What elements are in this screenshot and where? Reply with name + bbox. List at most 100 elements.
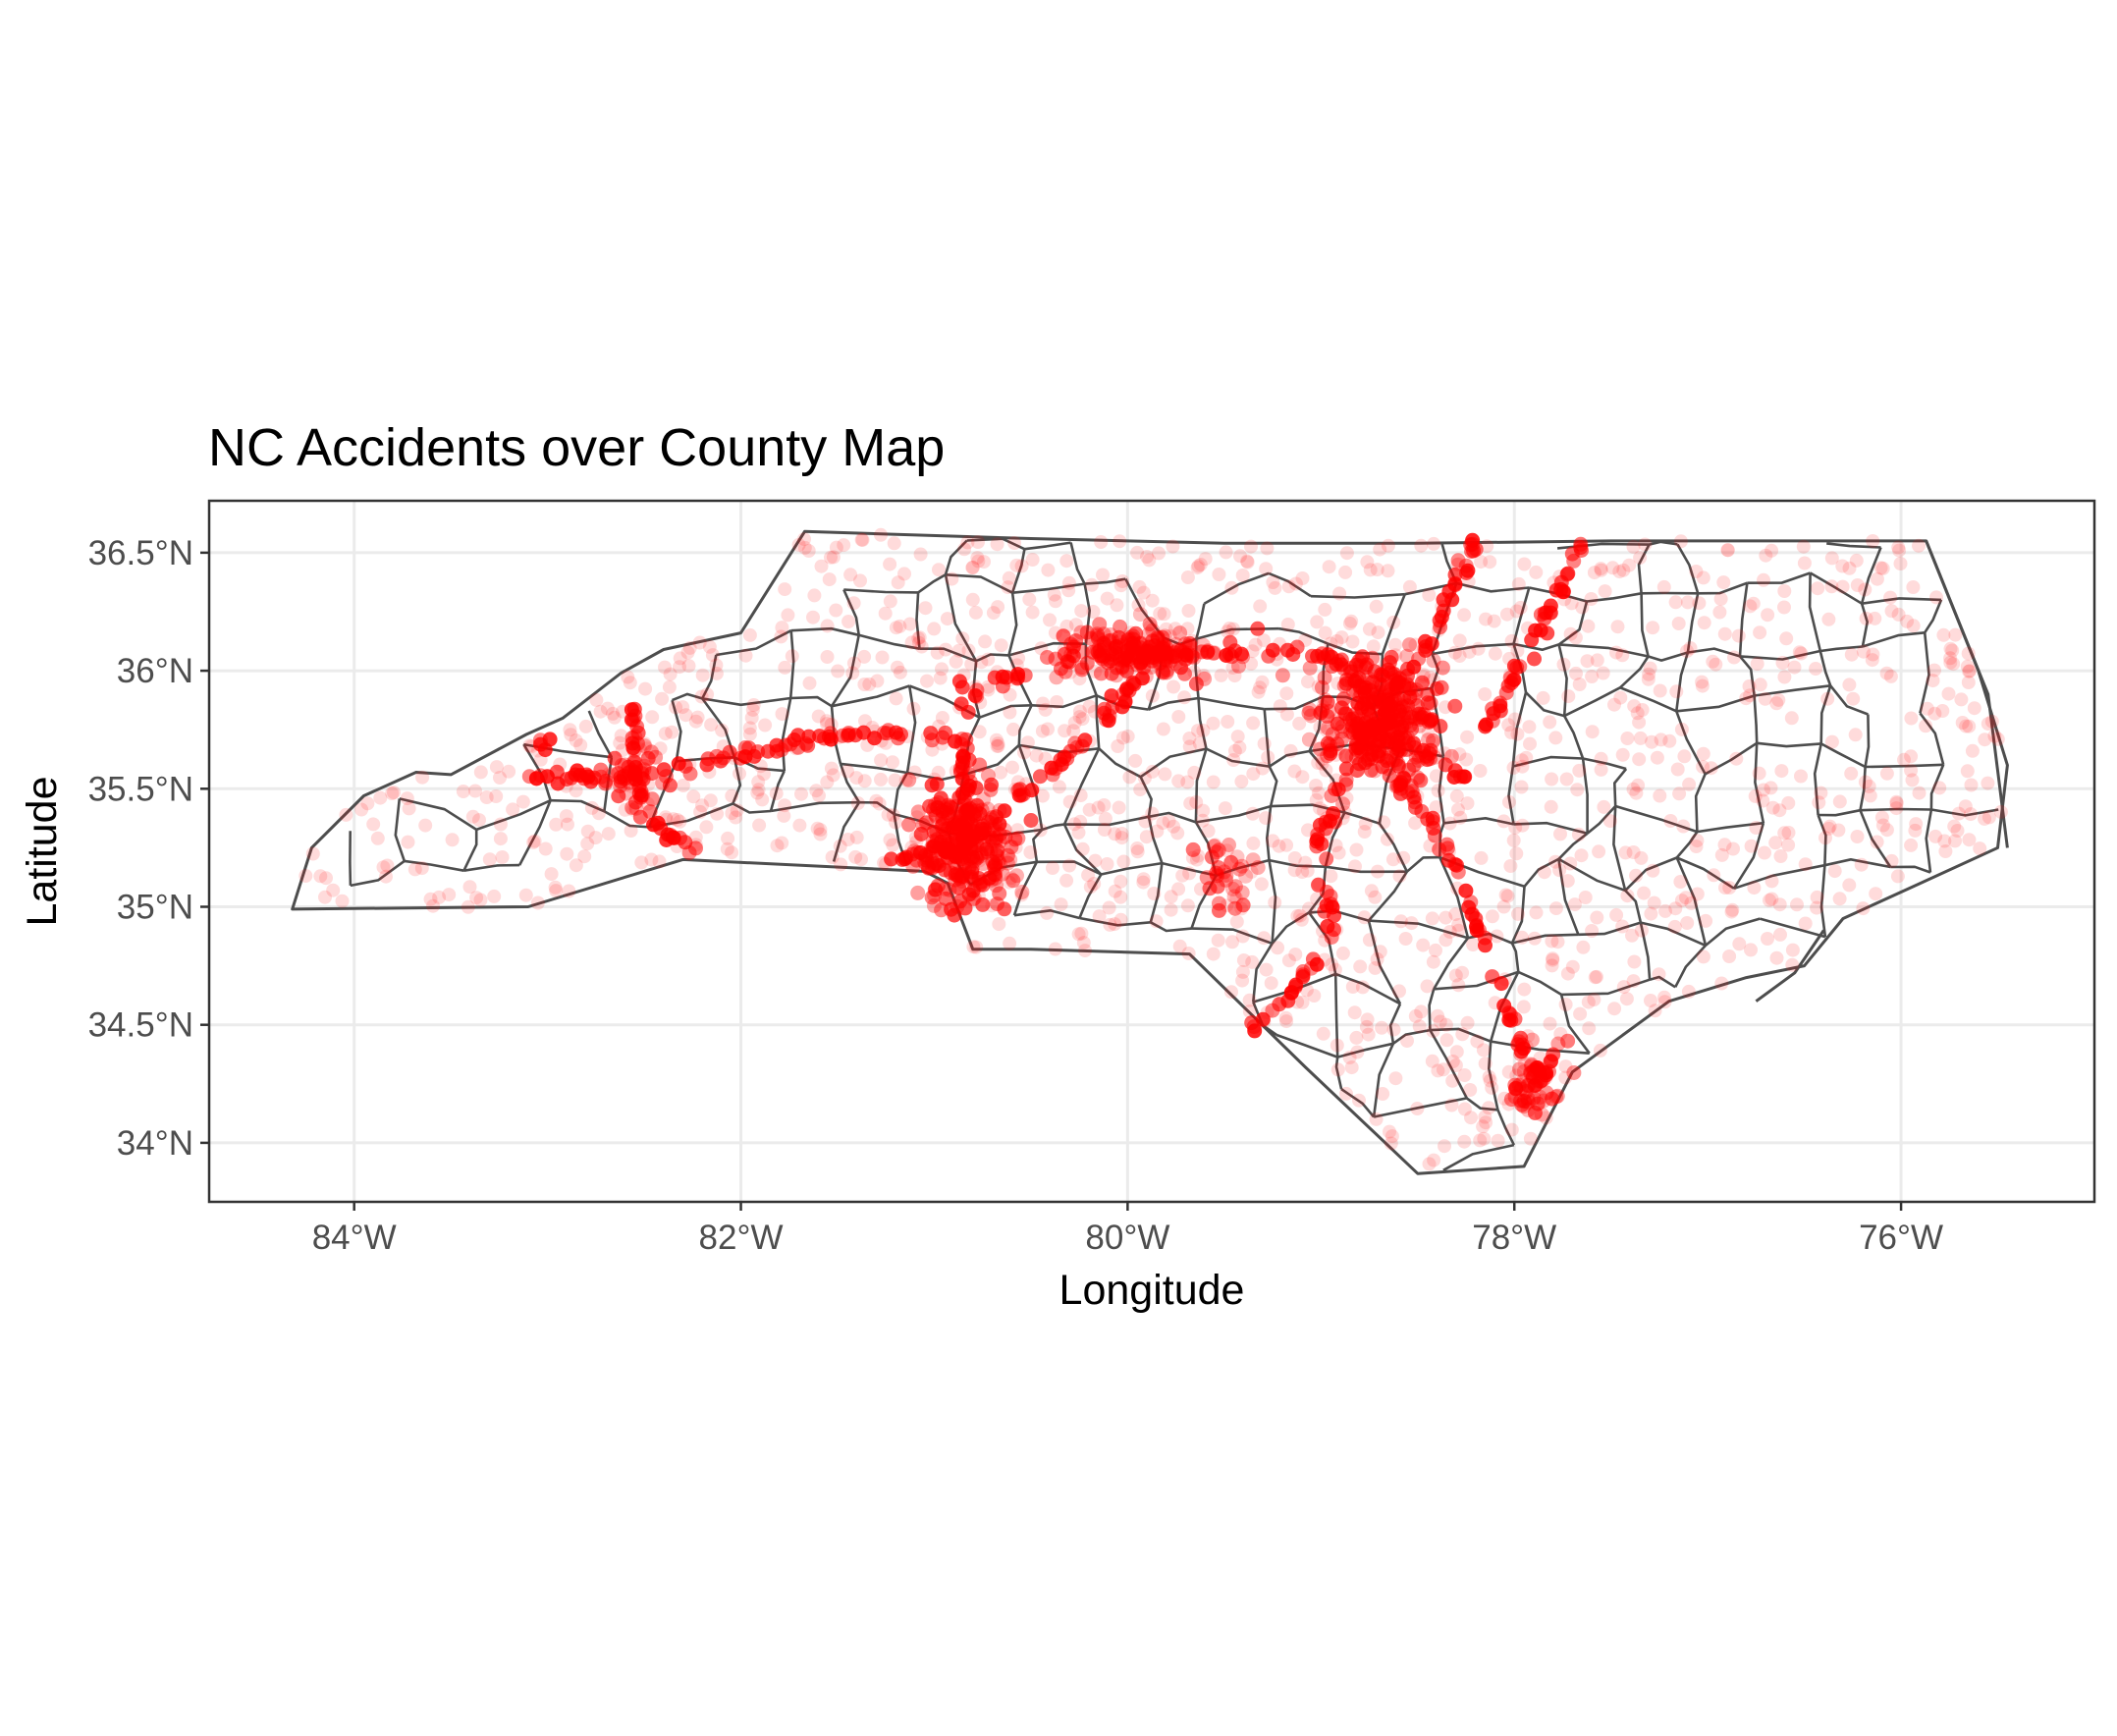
county-boundary-segment <box>1269 858 1326 868</box>
x-tick-label: 78°W <box>1472 1219 1556 1257</box>
accident-point <box>1193 558 1208 571</box>
accident-point <box>1448 968 1463 983</box>
accident-point <box>1192 736 1207 751</box>
accident-point <box>1641 672 1656 686</box>
accident-point <box>1108 884 1122 898</box>
accident-point <box>778 660 792 675</box>
accident-point <box>699 820 714 835</box>
accident-point <box>956 855 972 871</box>
accident-point <box>669 700 683 715</box>
accident-point <box>465 809 480 824</box>
accident-point <box>1452 633 1467 648</box>
accident-point <box>1644 906 1658 921</box>
accident-point <box>1352 658 1368 674</box>
accident-point <box>1558 998 1573 1011</box>
accident-point <box>957 863 973 878</box>
accident-point <box>953 736 969 752</box>
accident-point <box>1960 764 1975 779</box>
county-boundary-segment <box>603 810 650 829</box>
accident-point <box>1446 770 1462 785</box>
accident-point <box>1889 794 1904 809</box>
accident-point <box>1416 938 1431 952</box>
accident-point <box>1504 726 1519 739</box>
accident-point <box>1844 766 1859 781</box>
accident-point <box>632 809 648 825</box>
accident-point <box>931 858 947 874</box>
accident-point <box>934 818 950 834</box>
accident-point <box>660 827 676 842</box>
accident-point <box>1904 763 1919 778</box>
accident-point <box>1330 1038 1344 1053</box>
county-boundary-segment <box>979 704 1032 719</box>
accident-point <box>493 832 508 846</box>
accident-point <box>1866 534 1880 548</box>
county-boundary-segment <box>1513 642 1559 652</box>
accident-point <box>1438 746 1452 761</box>
y-tick-label: 36°N <box>117 652 193 690</box>
accident-point <box>962 797 978 813</box>
accident-point <box>627 794 643 810</box>
accident-point <box>690 710 705 725</box>
accident-point <box>846 656 861 671</box>
accident-point <box>569 784 583 798</box>
accident-point <box>1023 845 1038 859</box>
accident-point <box>973 848 989 863</box>
accident-point <box>1744 839 1759 853</box>
county-boundary-segment <box>915 592 921 649</box>
accident-point <box>983 843 999 859</box>
accident-point <box>1511 576 1526 591</box>
accident-point <box>1610 620 1625 634</box>
accident-point <box>1177 666 1192 681</box>
accident-point <box>1253 680 1268 695</box>
accident-point <box>893 619 907 633</box>
y-tick-label: 35°N <box>117 888 193 926</box>
accident-point <box>1074 662 1090 678</box>
accident-point <box>981 652 996 667</box>
accident-point <box>837 538 851 553</box>
accident-point <box>884 851 899 867</box>
accident-point <box>1669 684 1684 699</box>
accident-point <box>1564 596 1579 611</box>
accident-point <box>981 682 996 697</box>
accident-point <box>1137 771 1152 786</box>
accident-point <box>1769 950 1784 965</box>
accident-point <box>600 701 615 716</box>
accident-point <box>1294 912 1309 927</box>
accident-point <box>366 817 381 832</box>
accident-point <box>1232 740 1247 755</box>
accident-point <box>744 711 759 725</box>
accident-point <box>1928 829 1943 843</box>
accident-point <box>1285 647 1301 662</box>
accident-point <box>1811 581 1825 596</box>
accident-point <box>487 889 502 903</box>
accident-point <box>1909 817 1924 832</box>
accident-point <box>1384 1136 1398 1151</box>
accident-point <box>1425 810 1440 826</box>
accident-point <box>1222 622 1237 635</box>
accident-point <box>1627 954 1642 969</box>
accident-point <box>1040 905 1055 920</box>
accident-point <box>1814 786 1828 800</box>
accident-point <box>1226 622 1240 636</box>
accident-point <box>1328 962 1342 977</box>
accident-point <box>1088 853 1103 868</box>
accident-point <box>1743 688 1758 703</box>
accident-point <box>1442 816 1457 831</box>
accident-point <box>676 700 690 715</box>
accident-point <box>621 670 635 684</box>
accident-point <box>544 867 559 882</box>
accident-point <box>1246 836 1261 850</box>
accident-point <box>1470 1034 1485 1049</box>
accident-point <box>1413 773 1429 788</box>
accident-point <box>1729 751 1744 766</box>
accident-point <box>564 728 578 742</box>
accident-point <box>878 606 893 621</box>
accident-point <box>1218 801 1232 816</box>
county-boundary-segment <box>1430 1027 1492 1043</box>
accident-point <box>829 540 843 555</box>
accident-point <box>923 726 939 741</box>
accident-point <box>1182 739 1197 754</box>
accident-point <box>1927 706 1942 721</box>
accident-point <box>1224 580 1239 595</box>
accident-point <box>1874 810 1889 825</box>
